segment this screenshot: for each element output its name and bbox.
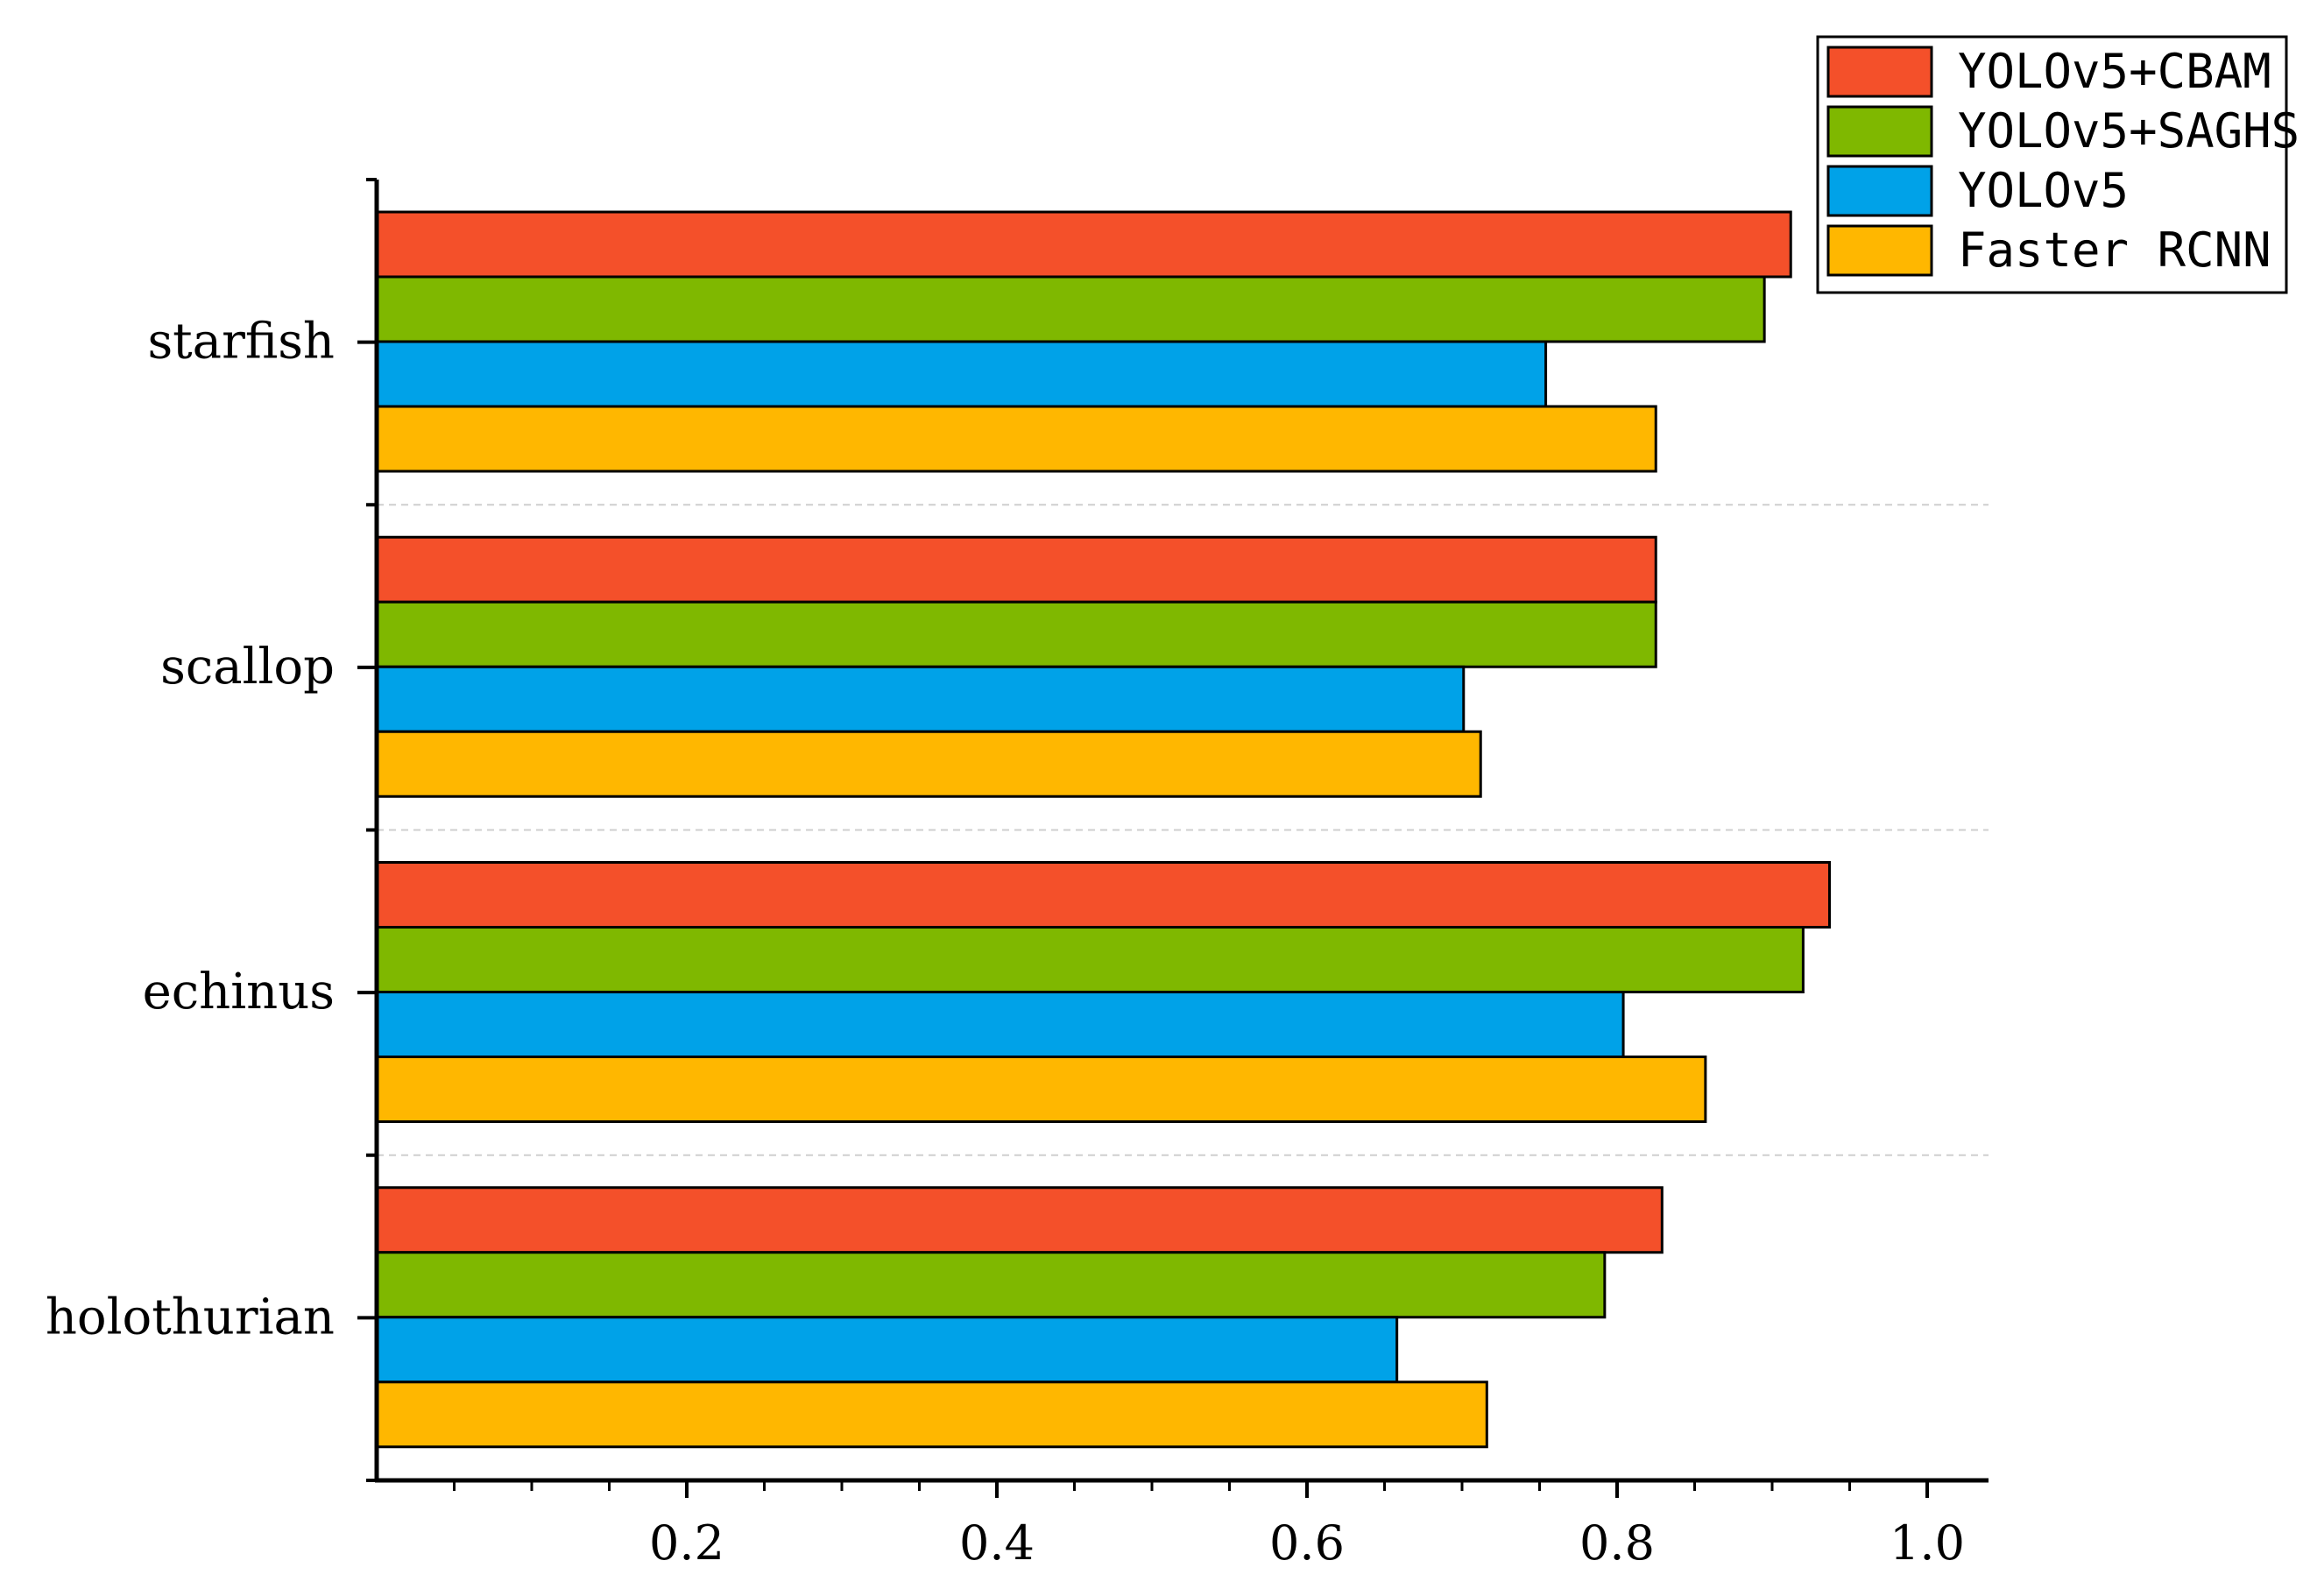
bar-scallop-yolov5-saghs (375, 600, 1657, 668)
legend-label: YOLOv5+SAGHS (1958, 103, 2299, 159)
axes (357, 178, 1989, 1498)
x-tick-label: 0.8 (1579, 1515, 1655, 1571)
x-tick-label: 0.4 (959, 1515, 1035, 1571)
legend-swatch (1826, 46, 1933, 98)
y-category-label: holothurian (46, 1289, 335, 1345)
bar-starfish-yolov5-cbam (375, 210, 1792, 279)
bar-scallop-yolov5-cbam (375, 535, 1657, 604)
bar-starfish-yolov5-saghs (375, 275, 1766, 343)
y-category-label: echinus (143, 964, 335, 1020)
y-category-label: starfish (147, 314, 335, 371)
bar-starfish-yolov5 (375, 340, 1548, 408)
bar-echinus-faster-rcnn (375, 1056, 1707, 1123)
legend-swatch (1826, 105, 1933, 158)
bars (375, 210, 1831, 1449)
bar-echinus-yolov5-saghs (375, 926, 1805, 993)
x-tick-label: 0.6 (1269, 1515, 1345, 1571)
y-category-label: scallop (160, 639, 335, 696)
x-tick-label: 0.2 (649, 1515, 724, 1571)
bar-echinus-yolov5 (375, 991, 1625, 1058)
legend-label: YOLOv5 (1958, 163, 2129, 218)
bar-scallop-faster-rcnn (375, 730, 1482, 798)
category-separators (377, 504, 1989, 1156)
bar-echinus-yolov5-cbam (375, 861, 1831, 929)
bar-holothurian-yolov5-cbam (375, 1186, 1664, 1254)
legend-swatch (1826, 165, 1933, 217)
bar-holothurian-faster-rcnn (375, 1381, 1488, 1449)
bar-holothurian-yolov5 (375, 1316, 1399, 1384)
bar-scallop-yolov5 (375, 665, 1466, 733)
y-category-labels: starfish scallop echinus holothurian (46, 314, 335, 1346)
x-tick-labels: 0.2 0.4 0.6 0.8 1.0 (649, 1515, 1965, 1571)
legend-label: Faster RCNN (1958, 222, 2271, 278)
legend-swatch (1826, 224, 1933, 277)
legend-label: YOLOv5+CBAM (1958, 44, 2271, 99)
x-tick-label: 1.0 (1890, 1515, 1965, 1571)
bar-starfish-faster-rcnn (375, 405, 1657, 473)
bar-holothurian-yolov5-saghs (375, 1251, 1607, 1319)
